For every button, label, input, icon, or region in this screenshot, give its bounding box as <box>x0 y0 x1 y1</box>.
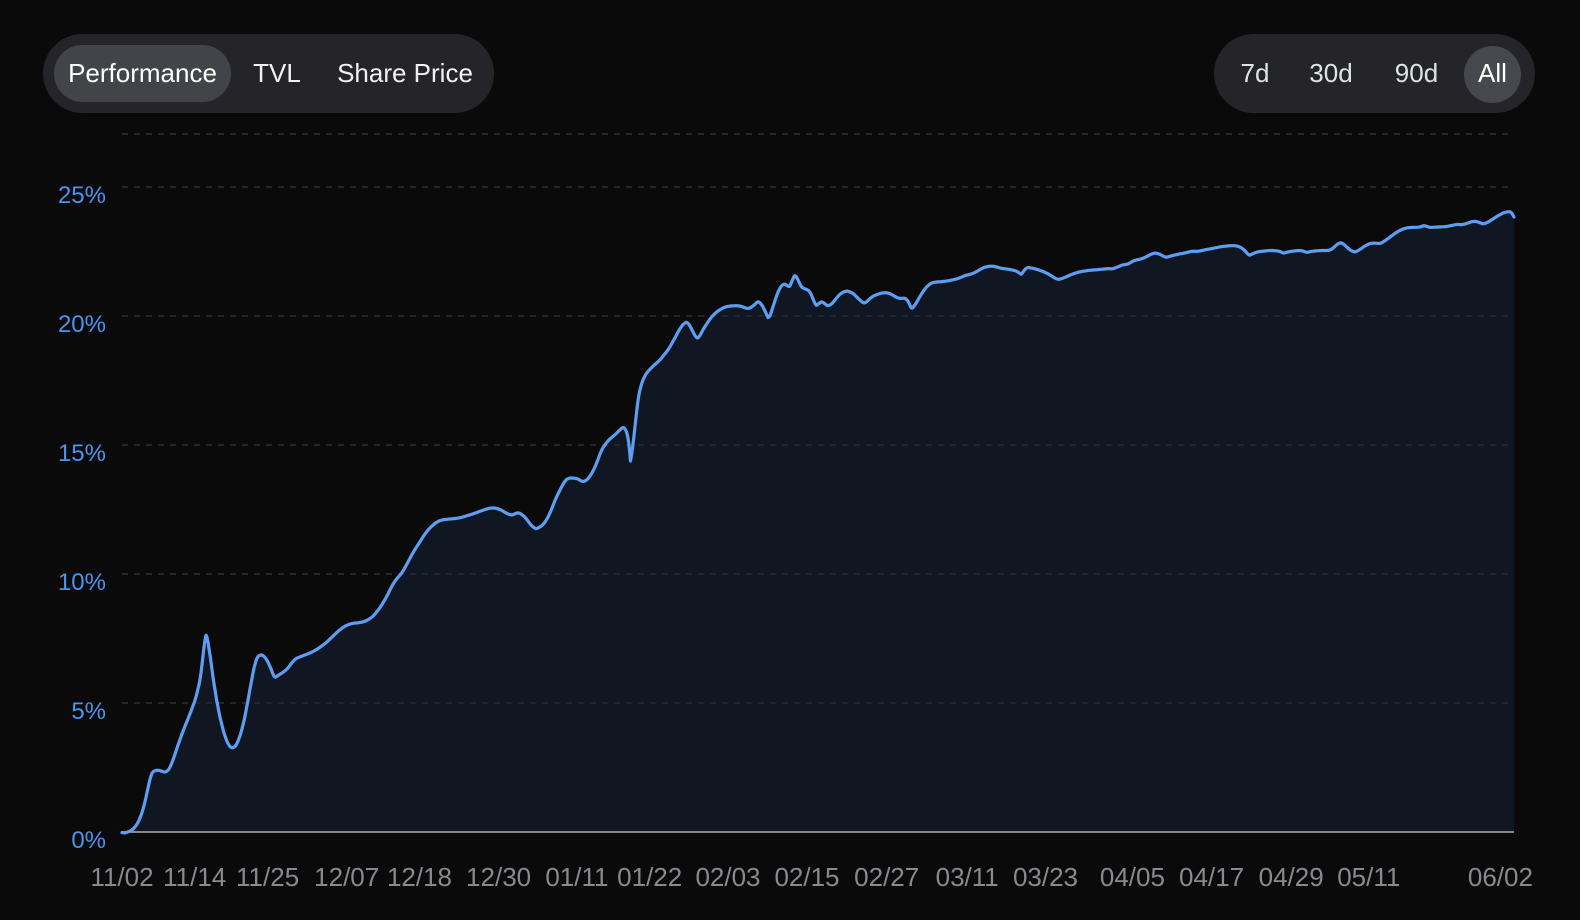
svg-text:5%: 5% <box>71 698 106 725</box>
svg-text:01/22: 01/22 <box>617 862 682 892</box>
svg-text:03/11: 03/11 <box>936 862 999 892</box>
svg-text:01/11: 01/11 <box>545 862 608 892</box>
svg-text:05/11: 05/11 <box>1337 862 1400 892</box>
svg-text:15%: 15% <box>58 440 106 467</box>
svg-text:11/25: 11/25 <box>236 862 299 892</box>
svg-text:04/29: 04/29 <box>1259 862 1324 892</box>
svg-text:04/05: 04/05 <box>1100 862 1165 892</box>
svg-text:11/14: 11/14 <box>163 862 226 892</box>
svg-text:11/02: 11/02 <box>90 862 153 892</box>
svg-text:03/23: 03/23 <box>1013 862 1078 892</box>
svg-text:12/07: 12/07 <box>314 862 379 892</box>
svg-text:02/27: 02/27 <box>854 862 919 892</box>
svg-text:02/15: 02/15 <box>774 862 839 892</box>
svg-text:0%: 0% <box>71 827 106 854</box>
svg-text:02/03: 02/03 <box>695 862 760 892</box>
svg-text:25%: 25% <box>58 182 106 209</box>
svg-text:12/18: 12/18 <box>387 862 452 892</box>
svg-text:04/17: 04/17 <box>1179 862 1244 892</box>
svg-text:12/30: 12/30 <box>466 862 531 892</box>
svg-text:10%: 10% <box>58 569 106 596</box>
svg-text:06/02: 06/02 <box>1468 862 1533 892</box>
svg-text:20%: 20% <box>58 311 106 338</box>
